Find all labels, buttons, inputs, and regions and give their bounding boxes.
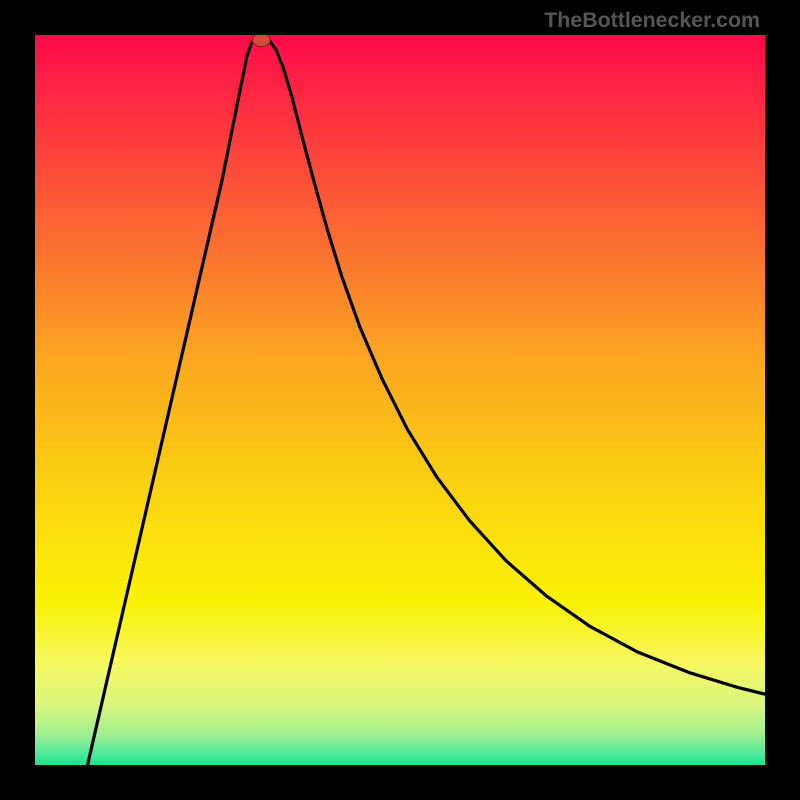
watermark-text: TheBottlenecker.com — [544, 8, 760, 33]
bottleneck-curve — [88, 36, 765, 765]
minimum-marker — [252, 35, 270, 47]
chart-container: TheBottlenecker.com — [0, 0, 800, 800]
curve-layer — [35, 35, 765, 765]
plot-area — [35, 35, 765, 765]
